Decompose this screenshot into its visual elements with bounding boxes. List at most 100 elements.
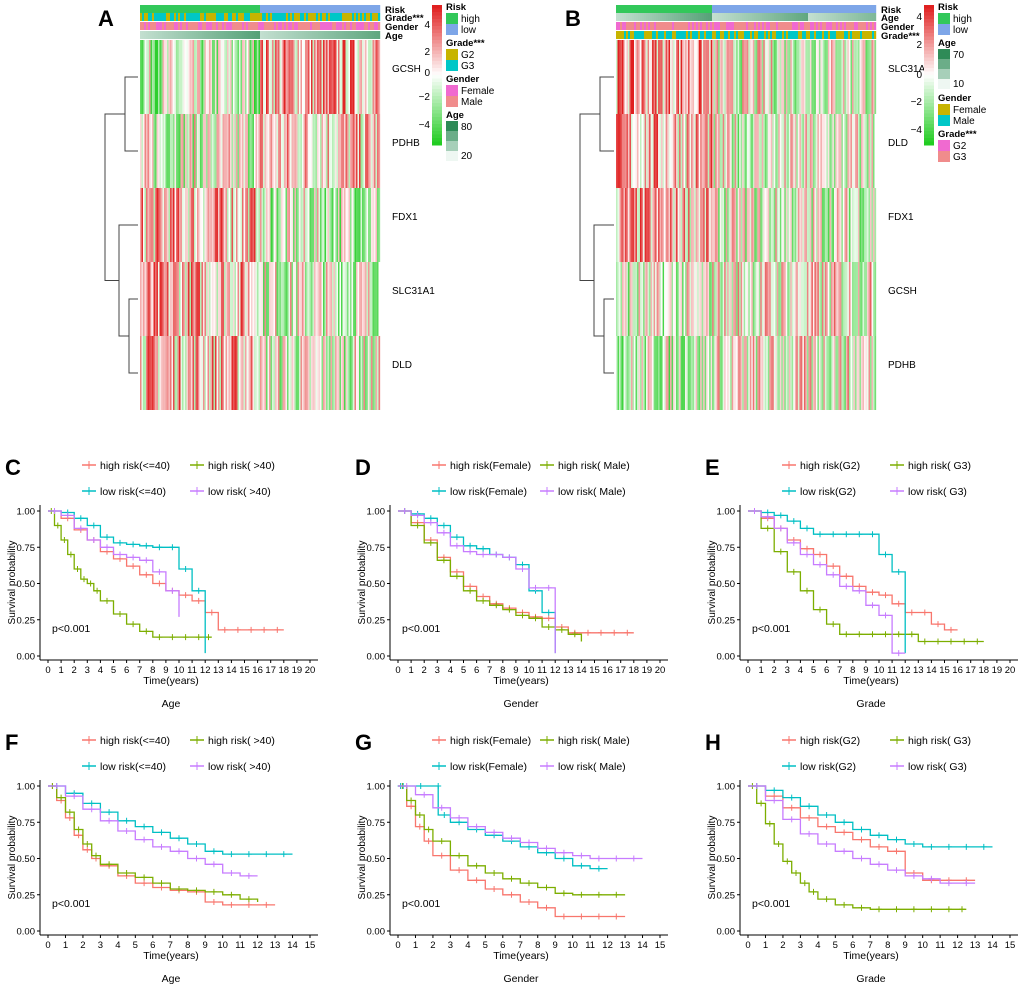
heat-cell [318,40,321,114]
annotation-cell [740,13,743,21]
censor-mark [928,875,935,882]
heat-cell [342,188,345,262]
heat-cell [179,40,181,114]
heat-cell [309,188,312,262]
heat-cell [674,262,677,336]
y-tick-label: 0.50 [17,854,36,865]
heat-cell [677,188,680,262]
heat-cell [617,188,620,262]
y-tick-label: 0.25 [17,890,36,901]
annotation-cell [258,31,261,39]
heat-cell [793,262,795,336]
censor-mark [611,629,618,636]
censor-mark [508,891,515,898]
heat-cell [829,40,832,114]
heat-cell [368,262,370,336]
scale-step [432,64,442,69]
annotation-cell [656,13,659,21]
heat-cell [832,188,835,262]
x-tick-label: 14 [987,940,998,951]
annotation-cell [728,22,731,30]
heat-cell [359,188,361,262]
annotation-cell [306,5,309,13]
heat-cell [716,188,719,262]
annotation-cell [816,13,819,21]
heat-cell [279,262,282,336]
annotation-cell [208,5,211,13]
heat-cell [183,188,186,262]
scale-step [432,138,442,142]
heat-cell [225,188,228,262]
heat-cell [619,114,621,188]
censor-mark [876,906,882,913]
heat-cell [652,262,654,336]
annotation-cell [234,13,237,21]
censor-mark [104,534,110,541]
heat-cell [821,114,824,188]
heat-cell [661,114,663,188]
heat-cell [667,262,669,336]
heat-cell [676,336,678,410]
annotation-cell [288,5,291,13]
annotation-cell [830,5,833,13]
x-tick-label: 8 [500,665,505,676]
heat-cell [159,114,162,188]
annotation-cell [838,5,841,13]
heat-cell [216,336,219,410]
heat-cell [686,336,689,410]
heat-cell [839,188,842,262]
annotation-cell [662,5,665,13]
annotation-cell [874,13,877,21]
scale-step [432,47,442,51]
annotation-cell [144,13,147,21]
censor-mark [578,852,585,859]
heat-cell [267,40,270,114]
annotation-cell [630,31,633,39]
annotation-cell [378,22,381,30]
heat-cell [682,40,684,114]
annotation-cell [628,5,631,13]
heat-cell [754,188,756,262]
annotation-cell [638,5,641,13]
heat-cell [785,188,788,262]
heat-cell [377,40,379,114]
y-tick-label: 1.00 [17,782,36,793]
heat-cell [788,336,791,410]
heat-cell [329,262,331,336]
annotation-cell [140,22,143,30]
heat-cell [616,40,618,114]
scale-step [432,36,442,41]
heat-cell [641,40,644,114]
dendrogram-branch [124,76,138,152]
heat-cell [191,40,193,114]
heat-cell [365,114,367,188]
legend-item: low [461,25,477,36]
heat-cell [631,40,633,114]
heat-cell [655,336,657,410]
heat-cell [782,336,785,410]
heat-cell [182,188,184,262]
heat-cell [625,188,627,262]
censor-mark [141,880,148,887]
heat-cell [782,114,785,188]
annotation-cell [626,5,629,13]
panel-label: B [565,6,581,31]
annotation-cell [716,31,719,39]
scale-step [924,57,934,62]
annotation-cell [710,13,713,21]
censor-mark [843,531,850,538]
scale-step [432,5,442,9]
heat-cell [200,262,202,336]
heat-cell [781,336,783,410]
censor-mark [74,566,81,572]
heat-cell [637,114,639,188]
x-tick-label: 20 [655,665,666,676]
heat-cell [257,336,259,410]
annotation-cell [346,31,349,39]
heat-cell [257,262,259,336]
heat-cell [242,40,244,114]
annotation-cell [320,13,323,21]
annotation-cell [720,13,723,21]
heat-cell [634,188,636,262]
annotation-cell [862,31,865,39]
